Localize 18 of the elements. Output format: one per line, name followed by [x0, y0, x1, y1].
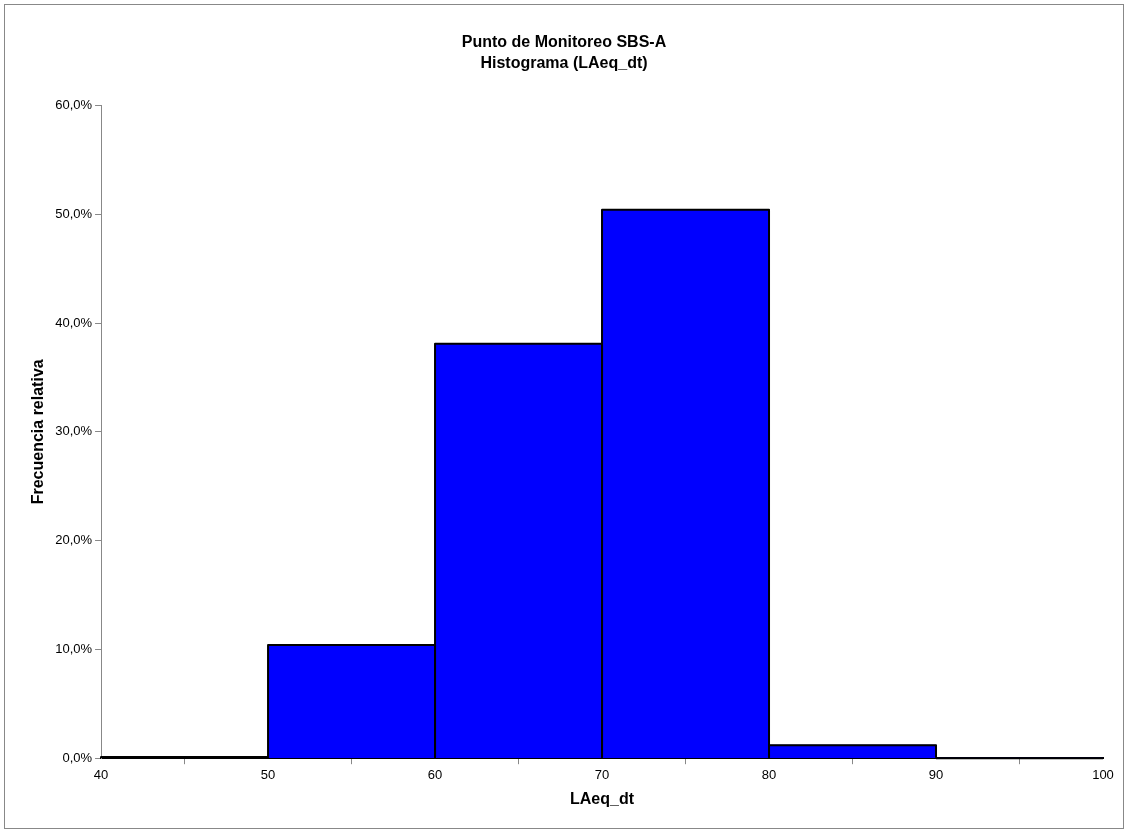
chart-subtitle: Histograma (LAeq_dt)	[480, 54, 648, 72]
x-axis-title: LAeq_dt	[570, 789, 635, 807]
y-tick-label: 0,0%	[62, 749, 93, 765]
x-tick-label: 50	[260, 766, 276, 782]
x-tick-label: 90	[928, 766, 944, 782]
x-tick-label: 80	[761, 766, 777, 782]
x-tick-label: 70	[594, 766, 610, 782]
y-tick-label: 30,0%	[55, 423, 93, 439]
chart-title: Punto de Monitoreo SBS-A	[461, 33, 667, 51]
y-tick-label: 50,0%	[55, 205, 93, 221]
y-tick-label: 40,0%	[55, 314, 93, 330]
y-tick-label: 20,0%	[55, 532, 93, 548]
y-axis-title: Frecuencia relativa	[29, 359, 47, 505]
y-tick-label: 10,0%	[55, 640, 93, 656]
y-tick-label: 60,0%	[55, 96, 93, 112]
x-tick-label: 60	[427, 766, 443, 782]
x-tick-label: 100	[1092, 766, 1114, 782]
x-tick-label: 40	[93, 766, 109, 782]
